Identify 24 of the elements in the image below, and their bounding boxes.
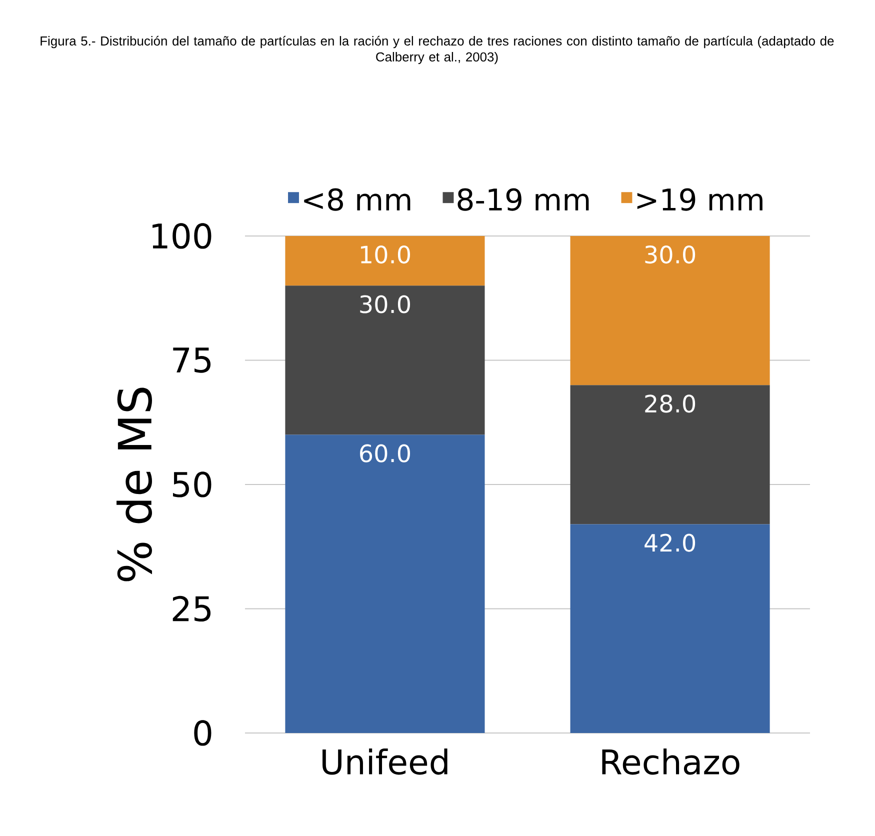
y-tick-label: 100	[152, 223, 212, 249]
bar	[285, 434, 485, 733]
data-label: 10.0	[360, 245, 410, 264]
data-label: 60.0	[360, 444, 410, 462]
bar	[570, 236, 770, 386]
x-tick-label: Unifeed	[322, 748, 448, 775]
chart-title: Figura 5.- Distribución del tamaño de partículas en la ración y el rechazo de tres raciones con distinto tamaño de partícula (adaptado de Calberry et al., 2003)	[40, 36, 834, 64]
data-label: 30.0	[645, 245, 696, 264]
bar	[285, 286, 485, 435]
data-label: 30.0	[360, 295, 410, 314]
legend-label: >19 mm	[637, 188, 762, 211]
legend-label: <8 mm	[304, 188, 410, 211]
bar	[570, 385, 770, 524]
y-tick-label: 75	[173, 348, 211, 373]
bar	[285, 236, 485, 286]
data-label: 28.0	[645, 394, 696, 413]
y-tick-label: 25	[172, 596, 211, 622]
x-tick-label: Rechazo	[602, 748, 740, 775]
y-tick-label: 50	[172, 472, 212, 498]
y-tick-label: 0	[194, 720, 212, 746]
legend-label: 8-19 mm	[458, 188, 589, 211]
y-axis-title: % de MS	[116, 388, 152, 582]
data-label: 42.0	[644, 534, 696, 552]
bar	[570, 524, 770, 733]
